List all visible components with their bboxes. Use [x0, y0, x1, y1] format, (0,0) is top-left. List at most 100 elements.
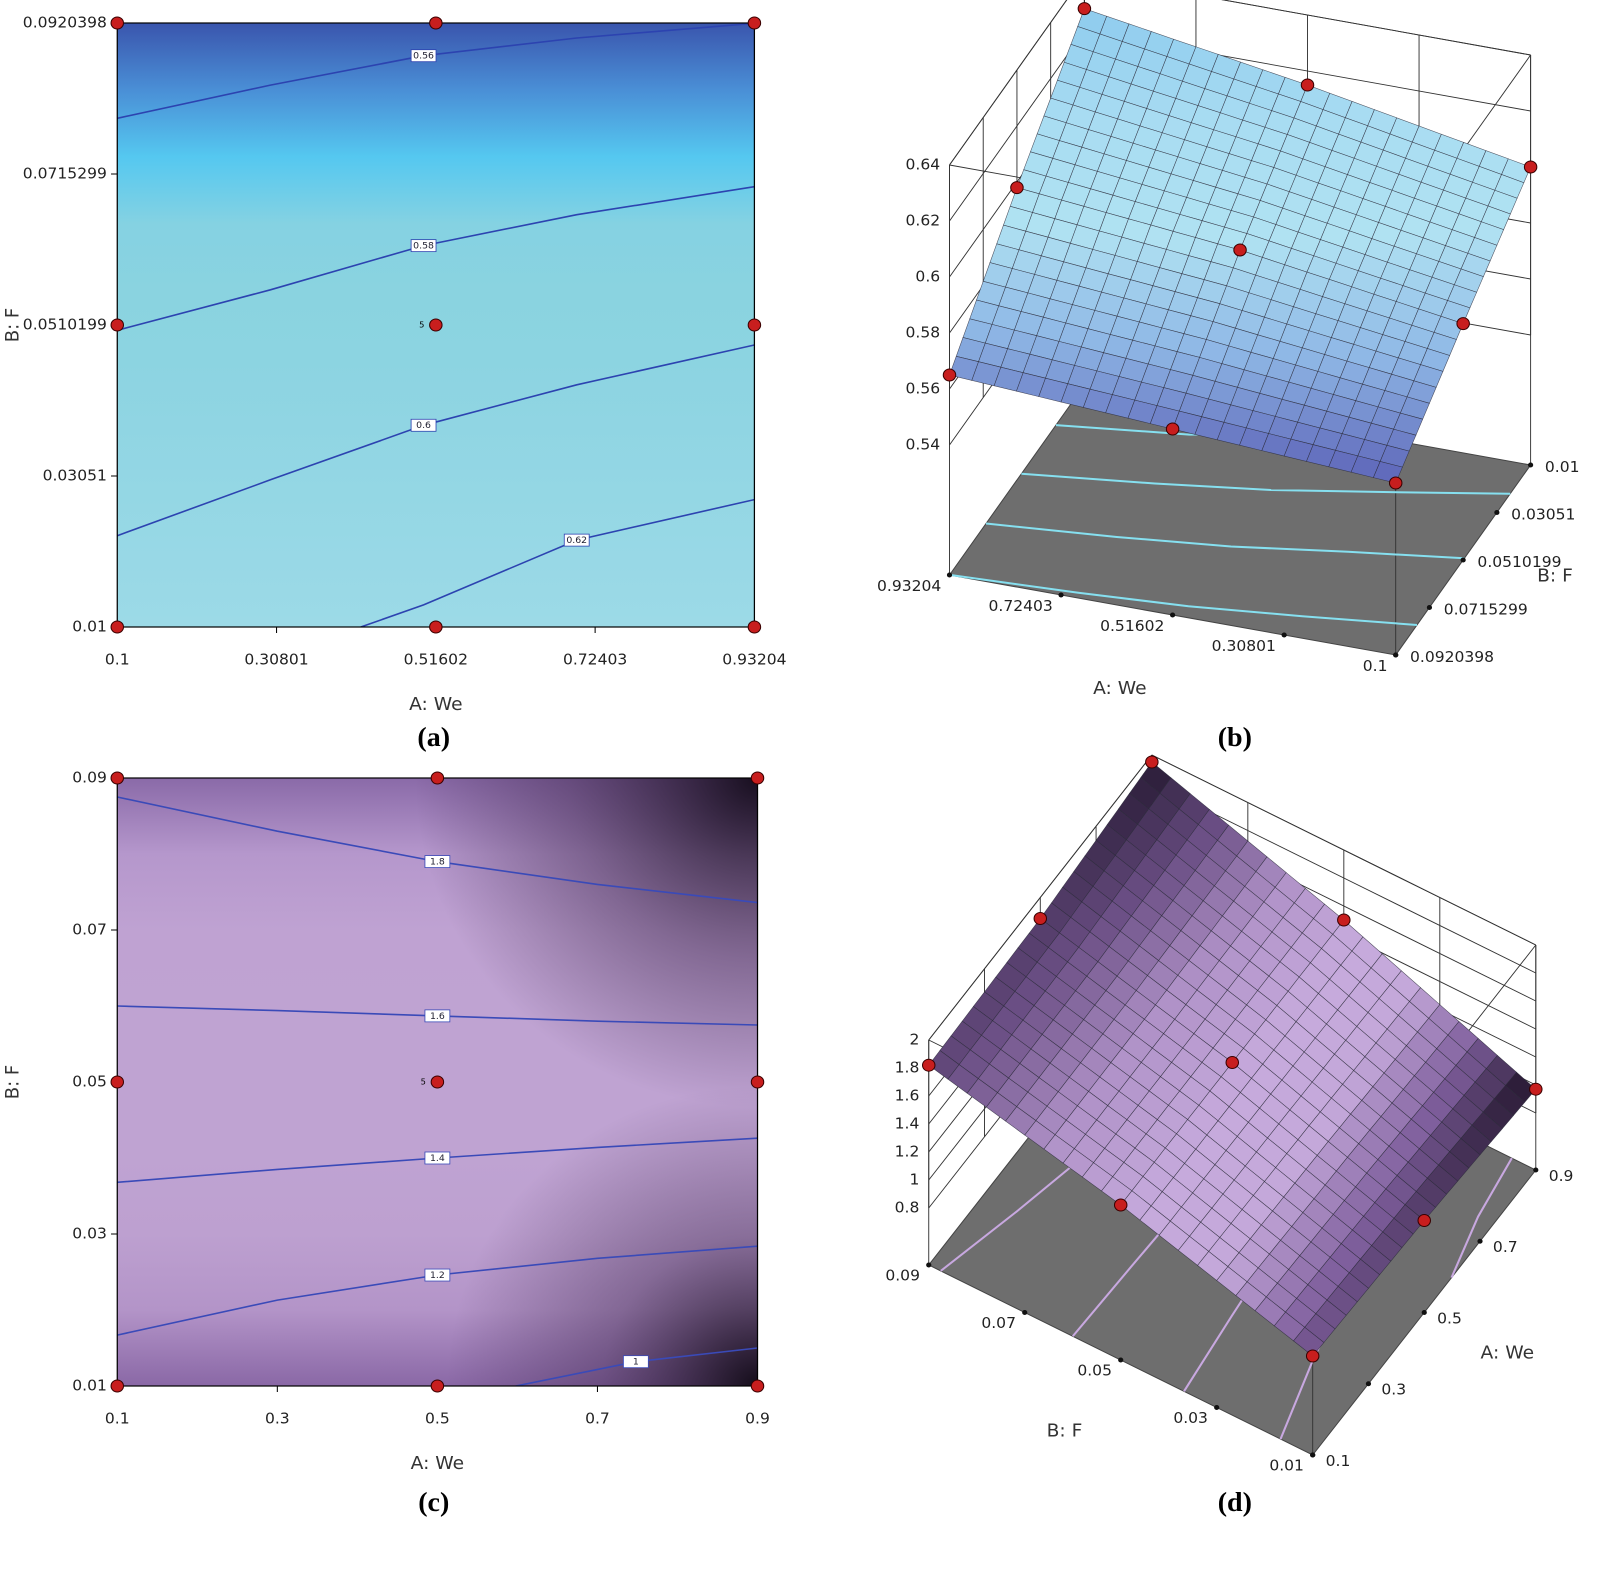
panel-label: (c) — [418, 1487, 449, 1517]
floor-tick-label: 0.9 — [1549, 1167, 1574, 1185]
design-point — [1225, 1056, 1240, 1069]
replicate-count: 5 — [419, 320, 424, 330]
z-tick-label: 0.8 — [895, 1199, 920, 1217]
design-point — [110, 771, 125, 785]
x-axis-title: A: We — [409, 694, 463, 715]
design-point — [747, 318, 762, 332]
floor-tick — [1058, 592, 1064, 598]
floor-contour — [985, 522, 1465, 560]
design-point — [1233, 243, 1247, 257]
floor-tick-label: 0.0715299 — [1444, 601, 1528, 619]
z-tick-label: 0.6 — [915, 268, 940, 286]
design-point — [921, 1058, 936, 1072]
y-tick-label: 0.03 — [72, 1225, 107, 1243]
design-point — [110, 16, 125, 30]
design-point — [747, 16, 762, 30]
floor-contour — [1450, 1157, 1513, 1278]
floor-tick — [1494, 510, 1500, 516]
floor-tick — [1477, 1238, 1483, 1244]
z-tick-label: 2 — [910, 1031, 920, 1049]
floor-tick-label: 0.03051 — [1511, 506, 1575, 524]
contour-label: 1.4 — [430, 1153, 445, 1164]
marks: 0.560.580.60.620.1 0.30801 0.51602 0.72403 0… — [2, 0, 1580, 1517]
design-point — [1077, 2, 1092, 16]
design-point — [110, 1075, 125, 1089]
design-point — [429, 620, 443, 634]
contour-label-box — [424, 1268, 451, 1282]
floor-tick-label: 0.93204 — [877, 577, 941, 595]
floor-tick-label: 0.07 — [981, 1314, 1016, 1332]
floor-tick — [1281, 632, 1287, 638]
design-point — [1305, 1349, 1320, 1363]
design-point — [1529, 1082, 1543, 1096]
design-point — [110, 1379, 125, 1393]
design-point — [430, 771, 445, 785]
x-tick-label: 0.93204 — [722, 651, 786, 669]
floor-tick-label: 0.7 — [1493, 1238, 1518, 1256]
panel-label: (b) — [1218, 722, 1252, 752]
y-tick-label: 0.0510199 — [23, 316, 107, 334]
floor-tick-label: 0.3 — [1381, 1381, 1406, 1399]
design-point — [430, 1075, 445, 1089]
floor-tick — [1421, 1310, 1427, 1315]
floor-tick — [1310, 1452, 1316, 1458]
design-point — [430, 1379, 445, 1393]
floor-tick — [1393, 652, 1399, 658]
floor-tick-label: 0.05 — [1077, 1362, 1112, 1380]
design-point — [747, 620, 762, 634]
contour-label: 0.58 — [413, 241, 434, 252]
z-tick-label: 1.8 — [895, 1059, 920, 1077]
contour-label: 0.56 — [413, 51, 434, 62]
z-tick-label: 1 — [910, 1171, 920, 1189]
floor-tick — [926, 1262, 932, 1268]
axis-title: A: We — [1093, 678, 1147, 699]
floor-tick-label: 0.1 — [1326, 1452, 1351, 1470]
design-point — [1113, 1198, 1128, 1212]
axis-title: A: We — [1481, 1343, 1535, 1364]
floor-tick-label: 0.0920398 — [1410, 648, 1494, 666]
contour-label: 1 — [633, 1357, 639, 1368]
contour-line — [360, 498, 755, 627]
design-point — [750, 1379, 765, 1393]
design-point — [110, 620, 125, 634]
design-point — [942, 368, 957, 382]
design-point — [429, 16, 443, 30]
floor-tick — [1460, 557, 1466, 563]
y-axis-title: B: F — [2, 308, 23, 342]
y-tick-label: 0.01 — [72, 618, 107, 636]
z-tick-label: 0.56 — [906, 380, 941, 398]
floor-tick — [1426, 605, 1433, 611]
z-tick-label: 1.4 — [895, 1115, 920, 1133]
contour-label: 1.8 — [430, 857, 445, 868]
y-tick-label: 0.0920398 — [23, 14, 107, 32]
contour-label-box — [410, 49, 437, 63]
design-point — [750, 1075, 765, 1089]
design-point — [1523, 160, 1538, 174]
floor-tick — [1365, 1381, 1372, 1387]
design-point — [1337, 913, 1351, 927]
floor-tick — [946, 572, 953, 578]
floor-tick-label: 0.51602 — [1100, 617, 1164, 635]
contour-label-box — [424, 1009, 451, 1023]
contour-label-box — [424, 855, 451, 868]
y-tick-label: 0.03051 — [43, 467, 107, 485]
axis-title: B: F — [1047, 1421, 1083, 1442]
design-point — [1456, 317, 1470, 331]
floor-tick-label: 0.01 — [1269, 1457, 1304, 1475]
z-tick-label: 0.62 — [906, 212, 941, 230]
z-tick-label: 1.6 — [895, 1087, 920, 1105]
y-tick-label: 0.05 — [72, 1073, 107, 1091]
floor-tick-label: 0.01 — [1545, 458, 1580, 476]
contour-label-box — [410, 418, 437, 432]
x-tick-label: 0.3 — [265, 1410, 290, 1428]
design-point — [1010, 181, 1024, 195]
floor-tick-label: 0.30801 — [1212, 637, 1276, 655]
design-point — [1145, 755, 1159, 769]
x-tick-label: 0.1 — [105, 1410, 130, 1428]
contour-label: 1.6 — [430, 1011, 445, 1022]
z-tick-label: 1.2 — [895, 1143, 920, 1161]
floor-tick-label: 0.5 — [1437, 1310, 1462, 1328]
design-point — [1033, 912, 1048, 925]
